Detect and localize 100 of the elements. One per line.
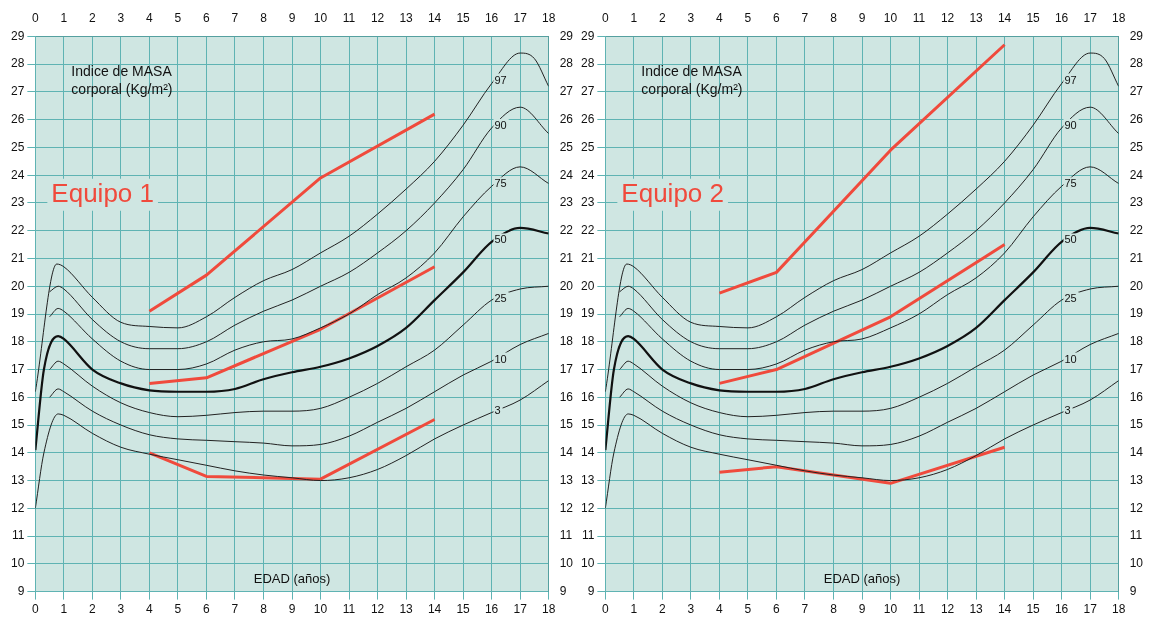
series-label: 3 <box>1064 404 1071 417</box>
y-tick-label: 29 <box>10 28 25 43</box>
y-tick-label: 20 <box>580 278 595 293</box>
y2-tick-label: 17 <box>559 361 574 376</box>
x-tick-label: 11 <box>342 602 356 617</box>
x-tick-label: 9 <box>288 602 296 617</box>
annotation: Indice de MASA corporal (Kg/m²) <box>71 63 173 98</box>
x2-tick-label: 16 <box>484 10 499 25</box>
line-series <box>619 285 1119 418</box>
line-series <box>619 332 1119 447</box>
y2-tick-label: 29 <box>559 28 574 43</box>
x2-tick-label: 2 <box>659 10 667 25</box>
x-tick-label: 9 <box>858 602 866 617</box>
y2-tick-label: 19 <box>559 306 574 321</box>
series-label: 75 <box>494 177 507 190</box>
x2-tick-label: 10 <box>313 10 328 25</box>
y2-tick-label: 17 <box>1129 361 1144 376</box>
x2-tick-label: 11 <box>912 10 926 25</box>
x2-tick-label: 8 <box>830 10 838 25</box>
series-label: 50 <box>494 233 507 246</box>
series-label: 75 <box>1064 177 1077 190</box>
y2-tick-label: 15 <box>559 417 574 432</box>
y2-tick-label: 18 <box>1129 334 1144 349</box>
y-tick-label: 22 <box>580 223 595 238</box>
x-tick-label: 13 <box>969 602 984 617</box>
y-tick-label: 16 <box>580 389 595 404</box>
x-tick-label: 1 <box>630 602 638 617</box>
x-tick-label: 8 <box>260 602 268 617</box>
x-tick-label: 14 <box>427 602 442 617</box>
x-tick-label: 18 <box>541 602 556 617</box>
y-tick-label: 20 <box>10 278 25 293</box>
x2-tick-label: 14 <box>997 10 1012 25</box>
annotation: Indice de MASA corporal (Kg/m²) <box>641 63 743 98</box>
y-tick-label: 27 <box>10 84 25 99</box>
x-tick-label: 14 <box>997 602 1012 617</box>
y2-tick-label: 12 <box>559 500 574 515</box>
x2-tick-label: 5 <box>174 10 182 25</box>
y-tick-label: 28 <box>10 56 25 71</box>
y-tick-label: 15 <box>10 417 25 432</box>
x-tick-label: 7 <box>231 602 239 617</box>
x-tick-label: 2 <box>89 602 97 617</box>
series-label: 10 <box>1064 352 1077 365</box>
x2-tick-label: 3 <box>117 10 125 25</box>
y-tick-label: 9 <box>587 583 595 598</box>
text: Equipo 2 <box>621 177 724 208</box>
y2-tick-label: 21 <box>559 250 574 265</box>
line-series <box>49 332 549 447</box>
line-series <box>49 285 549 418</box>
x-tick-label: 16 <box>484 602 499 617</box>
x2-tick-label: 12 <box>370 10 385 25</box>
y2-tick-label: 26 <box>1129 111 1144 126</box>
y2-tick-label: 24 <box>1129 167 1144 182</box>
y2-tick-label: 26 <box>559 111 574 126</box>
y-tick-label: 28 <box>580 56 595 71</box>
x2-tick-label: 1 <box>630 10 638 25</box>
y2-tick-label: 22 <box>1129 223 1144 238</box>
y-tick-label: 24 <box>10 167 25 182</box>
x-tick-label: 5 <box>744 602 752 617</box>
y2-tick-label: 13 <box>1129 472 1144 487</box>
x2-tick-label: 16 <box>1054 10 1069 25</box>
x2-tick-label: 18 <box>541 10 556 25</box>
y-tick-label: 18 <box>10 334 25 349</box>
x2-tick-label: 0 <box>602 10 609 25</box>
y2-tick-label: 27 <box>559 84 574 99</box>
y2-tick-label: 9 <box>559 583 567 598</box>
y2-tick-label: 28 <box>559 56 574 71</box>
y-tick-label: 9 <box>17 583 25 598</box>
y-tick-label: 10 <box>10 556 25 571</box>
y-tick-label: 23 <box>10 195 25 210</box>
x-tick-label: 3 <box>117 602 125 617</box>
y2-tick-label: 19 <box>1129 306 1144 321</box>
y-tick-label: 29 <box>580 28 595 43</box>
x-tick-label: 12 <box>370 602 385 617</box>
text: Equipo 1 <box>51 177 154 208</box>
x2-tick-label: 15 <box>456 10 471 25</box>
x2-tick-label: 7 <box>231 10 239 25</box>
y-tick-label: 21 <box>10 250 25 265</box>
y-tick-label: 15 <box>580 417 595 432</box>
y2-tick-label: 27 <box>1129 84 1144 99</box>
x2-tick-label: 14 <box>427 10 442 25</box>
x2-tick-label: 12 <box>940 10 955 25</box>
y-tick-label: 19 <box>10 306 25 321</box>
x2-tick-label: 7 <box>801 10 809 25</box>
y2-tick-label: 25 <box>559 139 574 154</box>
y-tick-label: 24 <box>580 167 595 182</box>
x2-tick-label: 17 <box>1083 10 1098 25</box>
x-tick-label: 0 <box>602 602 609 617</box>
x2-tick-label: 13 <box>969 10 984 25</box>
y-tick-label: 27 <box>580 84 595 99</box>
x2-tick-label: 1 <box>60 10 68 25</box>
x-tick-label: 17 <box>1083 602 1098 617</box>
y2-tick-label: 25 <box>1129 139 1144 154</box>
x-axis-title: EDAD (años) <box>823 571 901 587</box>
x2-tick-label: 11 <box>342 10 356 25</box>
y2-tick-label: 14 <box>559 445 574 460</box>
x2-tick-label: 2 <box>89 10 97 25</box>
x-tick-label: 10 <box>313 602 328 617</box>
series-label: 25 <box>1064 292 1077 305</box>
x-tick-label: 17 <box>513 602 528 617</box>
x2-tick-label: 4 <box>716 10 724 25</box>
